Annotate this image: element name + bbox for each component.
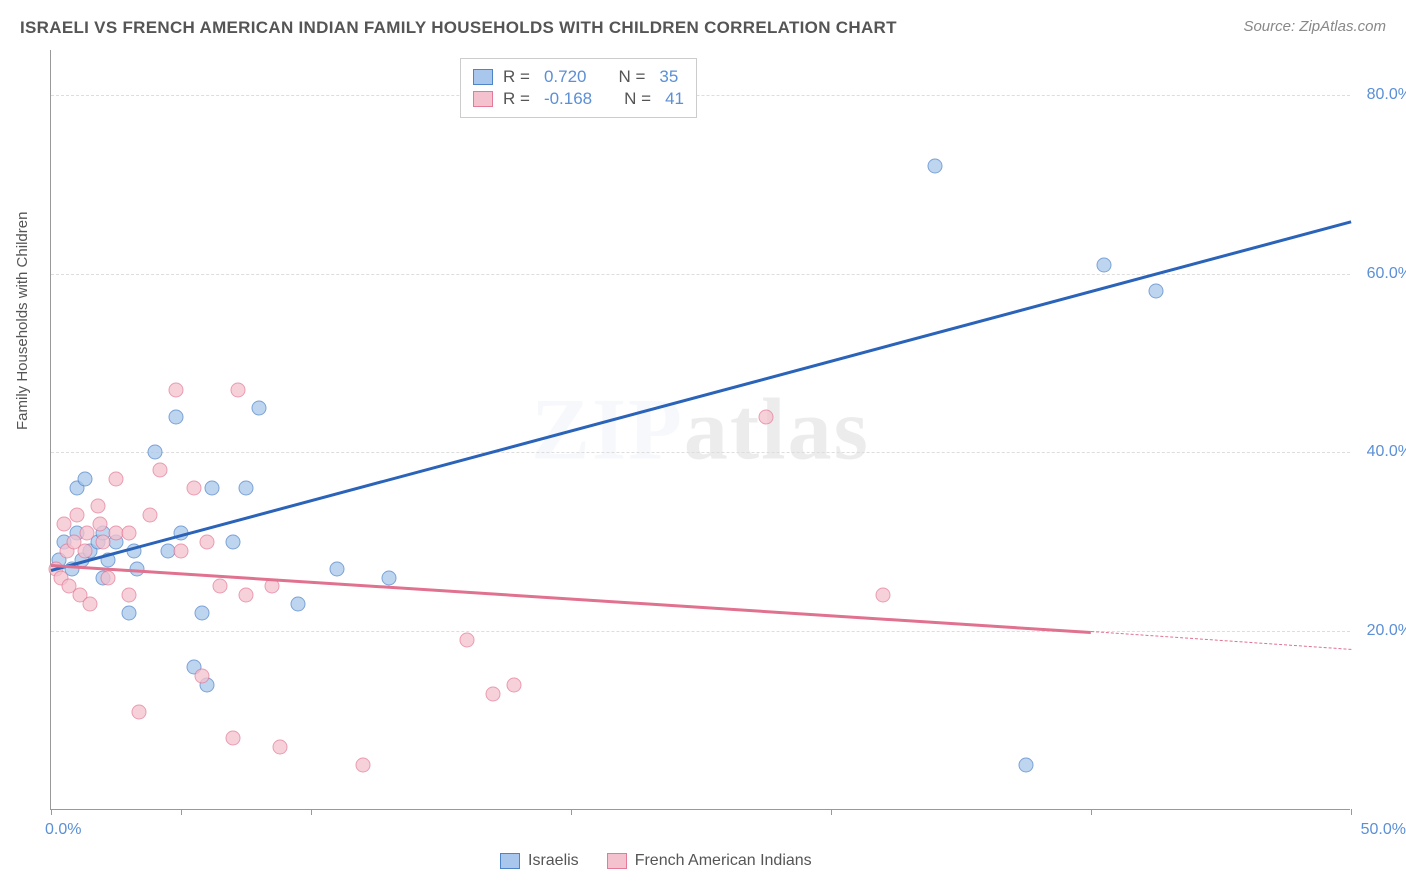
data-point xyxy=(460,633,475,648)
data-point xyxy=(101,570,116,585)
swatch-pink xyxy=(473,91,493,107)
y-tick-label: 60.0% xyxy=(1367,265,1406,283)
data-point xyxy=(1149,284,1164,299)
data-point xyxy=(239,588,254,603)
legend-label-pink: French American Indians xyxy=(635,852,812,870)
n-label: N = xyxy=(624,89,651,109)
data-point xyxy=(168,409,183,424)
swatch-pink xyxy=(607,853,627,869)
x-tick-label: 0.0% xyxy=(45,821,81,839)
data-point xyxy=(93,516,108,531)
data-point xyxy=(486,686,501,701)
data-point xyxy=(356,758,371,773)
r-value-blue: 0.720 xyxy=(544,67,587,87)
legend-row-blue: R = 0.720 N = 35 xyxy=(473,67,684,87)
n-value-pink: 41 xyxy=(665,89,684,109)
data-point xyxy=(265,579,280,594)
data-point xyxy=(226,534,241,549)
data-point xyxy=(90,499,105,514)
data-point xyxy=(291,597,306,612)
r-label: R = xyxy=(503,67,530,87)
x-tick xyxy=(51,809,52,815)
data-point xyxy=(57,516,72,531)
data-point xyxy=(226,731,241,746)
x-tick xyxy=(311,809,312,815)
watermark-zip: ZIP xyxy=(531,381,684,478)
x-tick xyxy=(831,809,832,815)
x-tick xyxy=(1091,809,1092,815)
x-tick xyxy=(571,809,572,815)
data-point xyxy=(70,507,85,522)
data-point xyxy=(759,409,774,424)
gridline xyxy=(51,95,1350,96)
correlation-legend: R = 0.720 N = 35 R = -0.168 N = 41 xyxy=(460,58,697,118)
data-point xyxy=(272,740,287,755)
y-tick-label: 80.0% xyxy=(1367,86,1406,104)
data-point xyxy=(80,525,95,540)
data-point xyxy=(205,481,220,496)
data-point xyxy=(239,481,254,496)
data-point xyxy=(132,704,147,719)
series-legend: Israelis French American Indians xyxy=(500,852,812,870)
chart-container: ISRAELI VS FRENCH AMERICAN INDIAN FAMILY… xyxy=(0,0,1406,892)
data-point xyxy=(187,481,202,496)
data-point xyxy=(200,534,215,549)
swatch-blue xyxy=(500,853,520,869)
chart-title: ISRAELI VS FRENCH AMERICAN INDIAN FAMILY… xyxy=(20,18,897,38)
gridline xyxy=(51,631,1350,632)
data-point xyxy=(122,525,137,540)
legend-item-pink: French American Indians xyxy=(607,852,812,870)
data-point xyxy=(77,543,92,558)
data-point xyxy=(122,588,137,603)
data-point xyxy=(142,507,157,522)
swatch-blue xyxy=(473,69,493,85)
y-tick-label: 20.0% xyxy=(1367,622,1406,640)
data-point xyxy=(122,606,137,621)
data-point xyxy=(174,543,189,558)
trend-line xyxy=(51,564,1091,634)
source-label: Source: ZipAtlas.com xyxy=(1243,18,1386,35)
watermark-atlas: atlas xyxy=(684,381,870,478)
data-point xyxy=(506,677,521,692)
y-tick-label: 40.0% xyxy=(1367,443,1406,461)
n-label: N = xyxy=(618,67,645,87)
data-point xyxy=(1019,758,1034,773)
data-point xyxy=(330,561,345,576)
data-point xyxy=(96,534,111,549)
data-point xyxy=(213,579,228,594)
x-tick xyxy=(181,809,182,815)
legend-row-pink: R = -0.168 N = 41 xyxy=(473,89,684,109)
data-point xyxy=(109,472,124,487)
data-point xyxy=(876,588,891,603)
r-value-pink: -0.168 xyxy=(544,89,592,109)
trend-line xyxy=(1091,631,1351,650)
data-point xyxy=(194,668,209,683)
data-point xyxy=(928,159,943,174)
x-tick-label: 50.0% xyxy=(1361,821,1406,839)
data-point xyxy=(148,445,163,460)
data-point xyxy=(153,463,168,478)
r-label: R = xyxy=(503,89,530,109)
data-point xyxy=(194,606,209,621)
legend-item-blue: Israelis xyxy=(500,852,579,870)
y-axis-label: Family Households with Children xyxy=(14,212,31,430)
data-point xyxy=(1097,257,1112,272)
gridline xyxy=(51,452,1350,453)
data-point xyxy=(382,570,397,585)
data-point xyxy=(83,597,98,612)
legend-label-blue: Israelis xyxy=(528,852,579,870)
x-tick xyxy=(1351,809,1352,815)
n-value-blue: 35 xyxy=(659,67,678,87)
data-point xyxy=(77,472,92,487)
data-point xyxy=(168,382,183,397)
data-point xyxy=(252,400,267,415)
data-point xyxy=(231,382,246,397)
plot-area: ZIPatlas 20.0%40.0%60.0%80.0%0.0%50.0% xyxy=(50,50,1350,810)
